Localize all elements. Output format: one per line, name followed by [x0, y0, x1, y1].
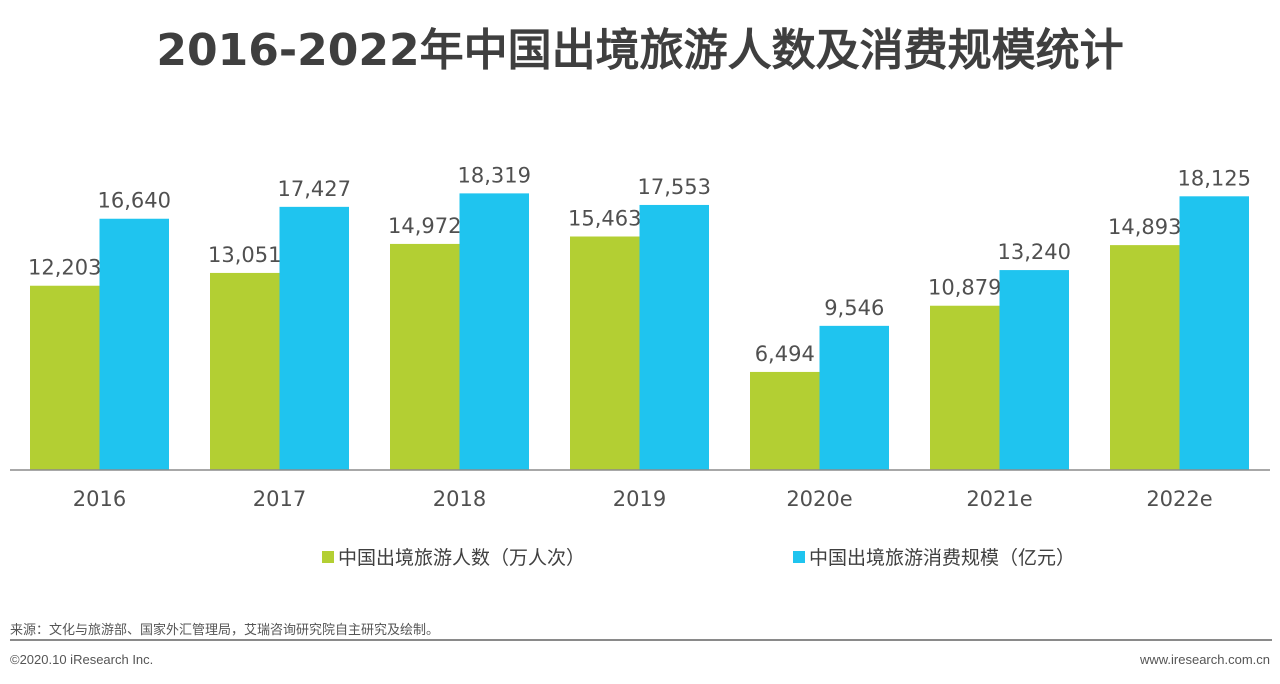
- bar-spending-2018: [459, 193, 529, 470]
- bar-spending-2020e: [819, 325, 889, 470]
- data-label: 10,879: [928, 276, 1001, 300]
- chart-title: 2016-2022年中国出境旅游人数及消费规模统计: [156, 25, 1124, 76]
- website-link[interactable]: www.iresearch.com.cn: [1139, 652, 1270, 667]
- x-tick-label: 2017: [253, 487, 306, 511]
- x-tick-label: 2019: [613, 487, 666, 511]
- bar-tourists-2022e: [1110, 245, 1180, 470]
- data-label: 17,427: [278, 177, 351, 201]
- x-tick-label: 2020e: [786, 487, 852, 511]
- data-label: 14,893: [1108, 215, 1181, 239]
- legend-label: 中国出境旅游人数（万人次）: [338, 547, 586, 569]
- data-label: 15,463: [568, 207, 641, 231]
- legend-item-spending: 中国出境旅游消费规模（亿元）: [793, 543, 1075, 570]
- legend-label: 中国出境旅游消费规模（亿元）: [809, 547, 1076, 569]
- data-label: 18,125: [1178, 166, 1251, 190]
- legend-item-tourists: 中国出境旅游人数（万人次）: [322, 543, 585, 570]
- legend-swatch: [322, 550, 334, 563]
- data-label: 14,972: [388, 214, 461, 238]
- bar-spending-2017: [279, 206, 349, 470]
- x-tick-label: 2016: [73, 487, 126, 511]
- data-label: 13,240: [998, 240, 1071, 264]
- legend-swatch: [793, 550, 805, 563]
- data-label: 13,051: [208, 243, 281, 267]
- bar-spending-2021e: [999, 270, 1069, 470]
- data-label: 6,494: [755, 342, 815, 366]
- x-tick-label: 2018: [433, 487, 486, 511]
- bar-tourists-2016: [30, 285, 100, 470]
- bar-tourists-2019: [570, 236, 640, 470]
- bar-tourists-2020e: [750, 371, 820, 470]
- bar-tourists-2021e: [930, 305, 1000, 470]
- bar-spending-2016: [99, 218, 169, 470]
- data-label: 12,203: [28, 256, 101, 280]
- bar-tourists-2017: [210, 272, 280, 470]
- data-label: 17,553: [638, 175, 711, 199]
- data-label: 18,319: [458, 163, 531, 187]
- bar-spending-2022e: [1179, 196, 1249, 470]
- x-tick-label: 2021e: [966, 487, 1032, 511]
- x-tick-label: 2022e: [1146, 487, 1212, 511]
- data-label: 16,640: [98, 189, 171, 213]
- bar-tourists-2018: [390, 243, 460, 470]
- source-note: 来源：文化与旅游部、国家外汇管理局，艾瑞咨询研究院自主研究及绘制。: [10, 622, 440, 637]
- footer-divider: [10, 639, 1272, 641]
- data-label: 9,546: [824, 296, 884, 320]
- copyright: ©2020.10 iResearch Inc.: [10, 652, 154, 667]
- bar-spending-2019: [639, 204, 709, 470]
